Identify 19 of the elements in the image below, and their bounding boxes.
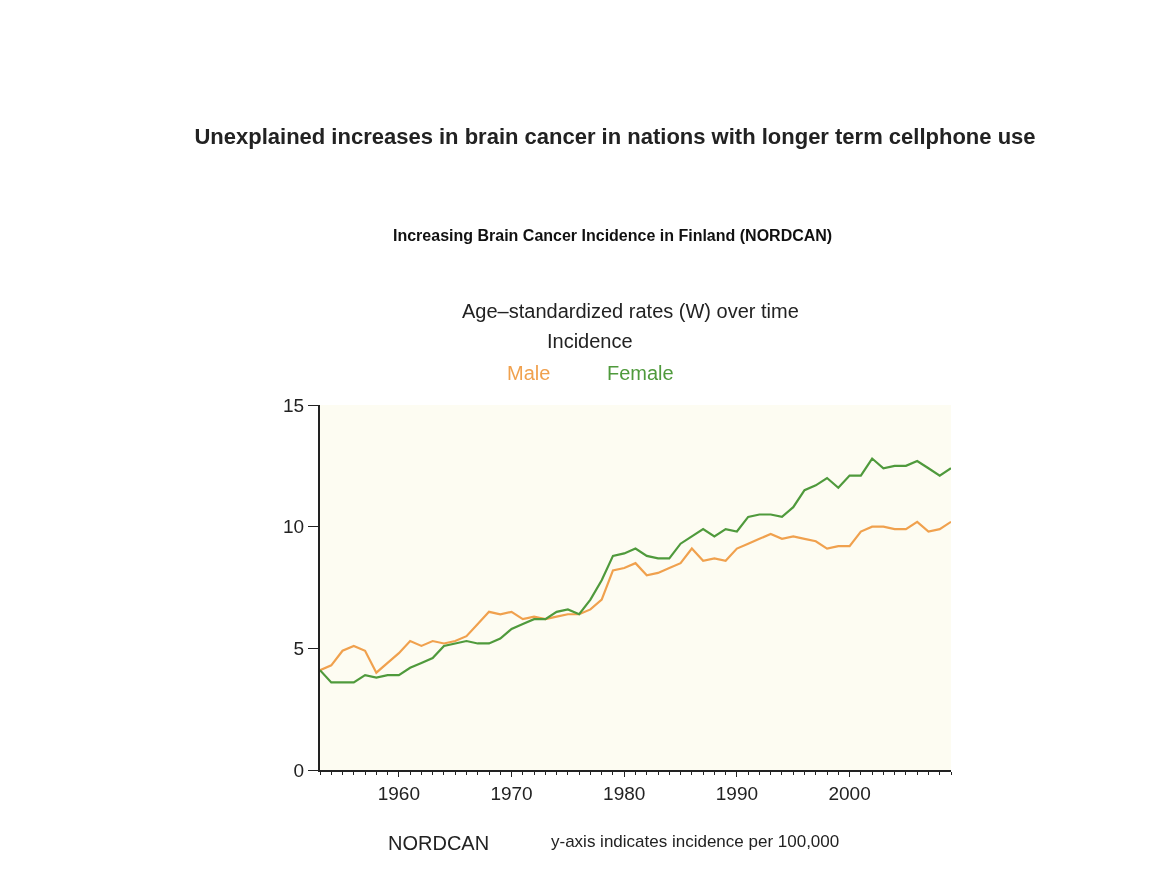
x-tick-label: 1990 <box>715 782 759 804</box>
text: Age–standardized rates (W) over time <box>462 300 799 322</box>
text: Female <box>607 362 674 384</box>
text: Male <box>507 362 551 384</box>
x-tick-label: 2000 <box>828 782 871 804</box>
x-tick-label: 1960 <box>377 782 421 804</box>
line-series <box>320 457 951 684</box>
y-tick-label: 0 <box>293 759 305 781</box>
text: Incidence <box>547 330 633 352</box>
y-tick-label: 5 <box>293 637 305 659</box>
x-tick-label: 1970 <box>490 782 533 804</box>
text: NORDCAN <box>388 832 490 854</box>
y-tick-label: 10 <box>283 516 305 538</box>
chart-title: Unexplained increases in brain cancer in nations with longer term cellphone use <box>194 124 1036 149</box>
line-series <box>320 520 951 674</box>
x-tick-label: 1980 <box>603 782 646 804</box>
text: y-axis indicates incidence per 100,000 <box>551 832 840 851</box>
y-tick-label: 15 <box>283 394 305 416</box>
chart-subtitle: Increasing Brain Cancer Incidence in Finland (NORDCAN) <box>393 227 833 244</box>
